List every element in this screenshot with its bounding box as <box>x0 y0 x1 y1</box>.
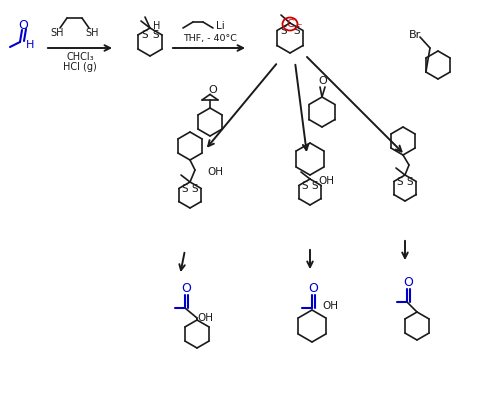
Text: O: O <box>209 85 217 95</box>
Text: H: H <box>153 21 161 31</box>
Text: S: S <box>141 30 147 40</box>
Text: OH: OH <box>322 301 338 311</box>
Text: OH: OH <box>197 313 213 323</box>
Text: OH: OH <box>207 167 223 177</box>
Text: O: O <box>308 282 318 295</box>
Text: S: S <box>407 177 413 186</box>
Text: H: H <box>26 40 34 50</box>
Text: O: O <box>319 76 327 86</box>
Text: S: S <box>302 181 308 190</box>
Text: S: S <box>312 181 318 190</box>
Text: Li: Li <box>216 21 224 31</box>
Text: S: S <box>293 26 300 36</box>
Text: S: S <box>397 177 403 186</box>
Text: C: C <box>286 19 294 29</box>
Text: ⁻: ⁻ <box>295 21 301 34</box>
Text: Br: Br <box>409 30 421 40</box>
Text: S: S <box>153 30 159 40</box>
Text: SH: SH <box>85 28 99 38</box>
Text: O: O <box>403 276 413 290</box>
Text: O: O <box>181 282 191 295</box>
Text: THF, - 40°C: THF, - 40°C <box>183 34 237 43</box>
Text: O: O <box>18 19 28 32</box>
Text: CHCl₃: CHCl₃ <box>66 52 94 62</box>
Text: S: S <box>192 184 198 194</box>
Text: S: S <box>280 26 287 36</box>
Text: S: S <box>182 184 188 194</box>
Text: SH: SH <box>50 28 64 38</box>
Text: OH: OH <box>318 176 334 186</box>
Text: HCl (g): HCl (g) <box>63 62 97 72</box>
